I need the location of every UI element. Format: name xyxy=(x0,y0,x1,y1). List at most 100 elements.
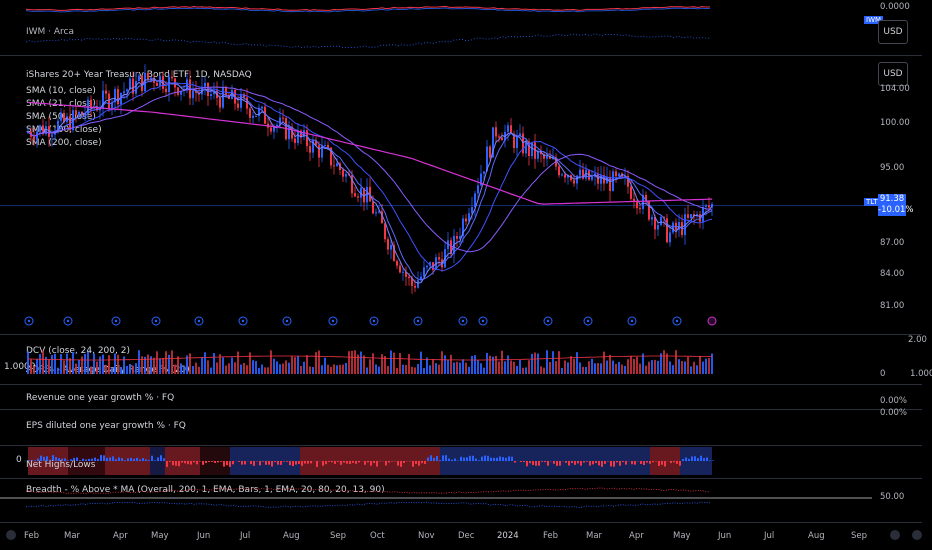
candle-body xyxy=(642,194,644,209)
net-bar xyxy=(580,461,582,466)
net-bar xyxy=(526,461,528,467)
net-bar xyxy=(130,457,132,461)
top-line-dotted xyxy=(25,33,711,49)
top-badge[interactable]: IWM xyxy=(864,16,884,24)
net-bar xyxy=(118,457,120,461)
candle-body xyxy=(39,125,41,132)
candle-body xyxy=(501,137,503,141)
volume-bar xyxy=(402,364,404,374)
volume-bar xyxy=(321,365,323,374)
breadth-chart[interactable] xyxy=(0,482,872,518)
candle-body xyxy=(270,127,272,132)
indicator-0[interactable]: SMA (10, close) xyxy=(26,86,96,96)
top-line-red xyxy=(25,5,711,11)
candle-body xyxy=(579,169,581,176)
net-bar xyxy=(619,461,621,466)
time-tick: Aug xyxy=(283,531,300,541)
pane-divider[interactable] xyxy=(0,522,922,523)
net-bar xyxy=(424,461,426,464)
scroll-right-button[interactable] xyxy=(890,530,900,540)
volume-bar xyxy=(453,362,455,374)
indicator-4[interactable]: SMA (200, close) xyxy=(26,138,102,148)
time-tick: Dec xyxy=(458,531,475,541)
volume-bar xyxy=(435,363,437,374)
net-bar xyxy=(472,455,474,461)
top-currency-button[interactable]: USD xyxy=(878,20,908,44)
volume-bar xyxy=(30,359,32,374)
net-bar xyxy=(589,461,591,466)
candle-body xyxy=(378,211,380,213)
net-bar xyxy=(82,458,84,461)
net-bar xyxy=(94,457,96,461)
eps-value: 0.00% xyxy=(880,408,908,418)
candle-body xyxy=(69,116,71,131)
reset-button[interactable] xyxy=(912,530,922,540)
net-bar xyxy=(202,461,204,465)
volume-bar xyxy=(261,364,263,374)
pane-divider[interactable] xyxy=(0,384,922,385)
volume-bar xyxy=(672,365,674,374)
candle-body xyxy=(564,174,566,178)
candle-body xyxy=(372,201,374,214)
net-bar xyxy=(595,461,597,464)
candle-body xyxy=(261,106,263,109)
volume-bar xyxy=(144,356,146,374)
indicator-1[interactable]: SMA (21, close) xyxy=(26,99,96,109)
event-dot xyxy=(331,319,335,323)
event-dot xyxy=(546,319,550,323)
volume-chart[interactable] xyxy=(0,346,872,376)
candle-body xyxy=(498,136,500,138)
volume-bar xyxy=(264,367,266,374)
candle-body xyxy=(333,165,335,167)
net-bar xyxy=(244,461,246,465)
candle-body xyxy=(666,218,668,243)
net-bar xyxy=(64,458,66,461)
main-currency-button[interactable]: USD xyxy=(878,62,908,86)
volume-bar xyxy=(624,365,626,374)
volume-bar xyxy=(171,350,173,374)
pane-divider[interactable] xyxy=(0,478,922,479)
volume-bar xyxy=(438,364,440,374)
volume-bar xyxy=(702,361,704,374)
candle-body xyxy=(423,267,425,277)
candle-body xyxy=(396,260,398,266)
top-symbol-label: IWM · Arca xyxy=(26,27,75,37)
net-highs-lows-chart[interactable] xyxy=(0,447,872,475)
net-bar xyxy=(253,461,255,466)
volume-label: DCV (close, 24, 200, 2) xyxy=(26,346,130,356)
candle-body xyxy=(171,76,173,79)
candle-body xyxy=(252,115,254,118)
candle-body xyxy=(402,271,404,273)
volume-bar xyxy=(630,356,632,374)
candle-body xyxy=(255,115,257,117)
net-bar xyxy=(76,457,78,461)
pane-divider[interactable] xyxy=(0,334,922,335)
scroll-left-button[interactable] xyxy=(6,530,16,540)
net-bar xyxy=(484,455,486,461)
pane-divider[interactable] xyxy=(0,55,922,56)
volume-bar xyxy=(309,366,311,374)
event-dot xyxy=(114,319,118,323)
volume-bar xyxy=(318,350,320,374)
pane-divider[interactable] xyxy=(0,445,922,446)
event-dot xyxy=(241,319,245,323)
price-chart[interactable] xyxy=(0,56,872,332)
volume-bar xyxy=(219,354,221,374)
time-tick: 2024 xyxy=(497,531,519,541)
candle-body xyxy=(363,187,365,203)
candle-body xyxy=(429,262,431,266)
volume-bar xyxy=(558,351,560,374)
pane-divider[interactable] xyxy=(0,409,922,410)
volume-bar xyxy=(213,353,215,374)
candle-body xyxy=(573,180,575,184)
top-pane-chart[interactable] xyxy=(0,2,872,52)
candle-body xyxy=(42,125,44,135)
net-bar xyxy=(664,461,666,467)
candle-body xyxy=(609,176,611,191)
net-bar xyxy=(328,461,330,462)
volume-bar xyxy=(207,360,209,374)
net-bar xyxy=(103,455,105,461)
volume-bar xyxy=(477,360,479,374)
volume-bar xyxy=(585,366,587,374)
volume-bar xyxy=(75,363,77,374)
